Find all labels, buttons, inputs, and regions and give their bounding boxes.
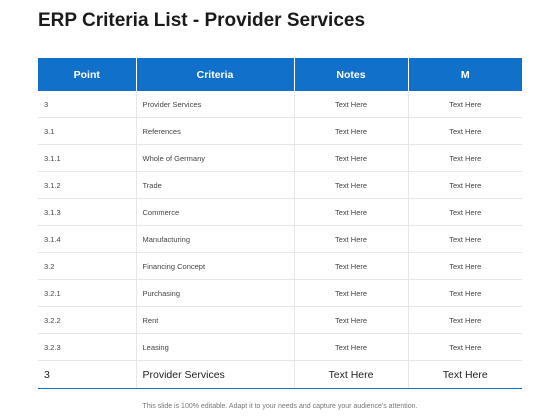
cell-notes: Text Here xyxy=(293,252,408,280)
cell-notes: Text Here xyxy=(293,333,408,361)
header-criteria: Criteria xyxy=(135,58,294,91)
cell-point: 3.1.4 xyxy=(38,225,136,253)
cell-m: Text Here xyxy=(407,279,522,307)
cell-criteria: References xyxy=(135,117,294,145)
table-row: 3 Provider Services Text Here Text Here xyxy=(38,91,522,118)
cell-criteria: Financing Concept xyxy=(135,252,294,280)
table-body: 3 Provider Services Text Here Text Here … xyxy=(38,91,522,361)
header-m: M xyxy=(407,58,522,91)
table-row: 3.1.2 Trade Text Here Text Here xyxy=(38,171,522,199)
cell-criteria: Whole of Germany xyxy=(135,144,294,172)
cell-point: 3.2.3 xyxy=(38,333,136,361)
cell-criteria: Leasing xyxy=(135,333,294,361)
table-summary: 3 Provider Services Text Here Text Here xyxy=(38,360,522,389)
cell-notes: Text Here xyxy=(293,198,408,226)
cell-point: 3.1.2 xyxy=(38,171,136,199)
cell-point: 3.1.3 xyxy=(38,198,136,226)
cell-m: Text Here xyxy=(407,333,522,361)
table-row: 3.1 References Text Here Text Here xyxy=(38,117,522,145)
footer-note: This slide is 100% editable. Adapt it to… xyxy=(142,403,418,410)
table-row: 3.2.3 Leasing Text Here Text Here xyxy=(38,333,522,361)
table-row: 3.1.3 Commerce Text Here Text Here xyxy=(38,198,522,226)
cell-m: Text Here xyxy=(407,306,522,334)
summary-notes: Text Here xyxy=(293,360,408,389)
table-row: 3.2.1 Purchasing Text Here Text Here xyxy=(38,279,522,307)
cell-m: Text Here xyxy=(407,198,522,226)
cell-criteria: Trade xyxy=(135,171,294,199)
cell-criteria: Provider Services xyxy=(135,91,294,118)
cell-notes: Text Here xyxy=(293,171,408,199)
criteria-table: Point Criteria Notes M 3 Provider Servic… xyxy=(38,58,522,389)
page-title: ERP Criteria List - Provider Services xyxy=(38,10,366,31)
summary-point: 3 xyxy=(38,360,136,389)
cell-point: 3.1.1 xyxy=(38,144,136,172)
cell-m: Text Here xyxy=(407,252,522,280)
cell-notes: Text Here xyxy=(293,225,408,253)
cell-point: 3 xyxy=(38,91,136,118)
header-notes: Notes xyxy=(293,58,408,91)
cell-point: 3.2.2 xyxy=(38,306,136,334)
table-header: Point Criteria Notes M xyxy=(38,58,522,91)
summary-criteria: Provider Services xyxy=(135,360,294,389)
cell-notes: Text Here xyxy=(293,279,408,307)
cell-point: 3.2.1 xyxy=(38,279,136,307)
cell-m: Text Here xyxy=(407,144,522,172)
cell-m: Text Here xyxy=(407,117,522,145)
cell-point: 3.1 xyxy=(38,117,136,145)
table-row: 3.2 Financing Concept Text Here Text Her… xyxy=(38,252,522,280)
cell-m: Text Here xyxy=(407,171,522,199)
cell-criteria: Purchasing xyxy=(135,279,294,307)
table-row: 3.1.4 Manufacturing Text Here Text Here xyxy=(38,225,522,253)
summary-row: 3 Provider Services Text Here Text Here xyxy=(38,360,522,389)
table-row: 3.1.1 Whole of Germany Text Here Text He… xyxy=(38,144,522,172)
table-row: 3.2.2 Rent Text Here Text Here xyxy=(38,306,522,334)
cell-m: Text Here xyxy=(407,91,522,118)
cell-notes: Text Here xyxy=(293,144,408,172)
cell-m: Text Here xyxy=(407,225,522,253)
cell-criteria: Commerce xyxy=(135,198,294,226)
cell-notes: Text Here xyxy=(293,117,408,145)
cell-criteria: Rent xyxy=(135,306,294,334)
header-point: Point xyxy=(38,58,136,91)
summary-m: Text Here xyxy=(407,360,522,389)
cell-notes: Text Here xyxy=(293,306,408,334)
cell-point: 3.2 xyxy=(38,252,136,280)
cell-criteria: Manufacturing xyxy=(135,225,294,253)
cell-notes: Text Here xyxy=(293,91,408,118)
